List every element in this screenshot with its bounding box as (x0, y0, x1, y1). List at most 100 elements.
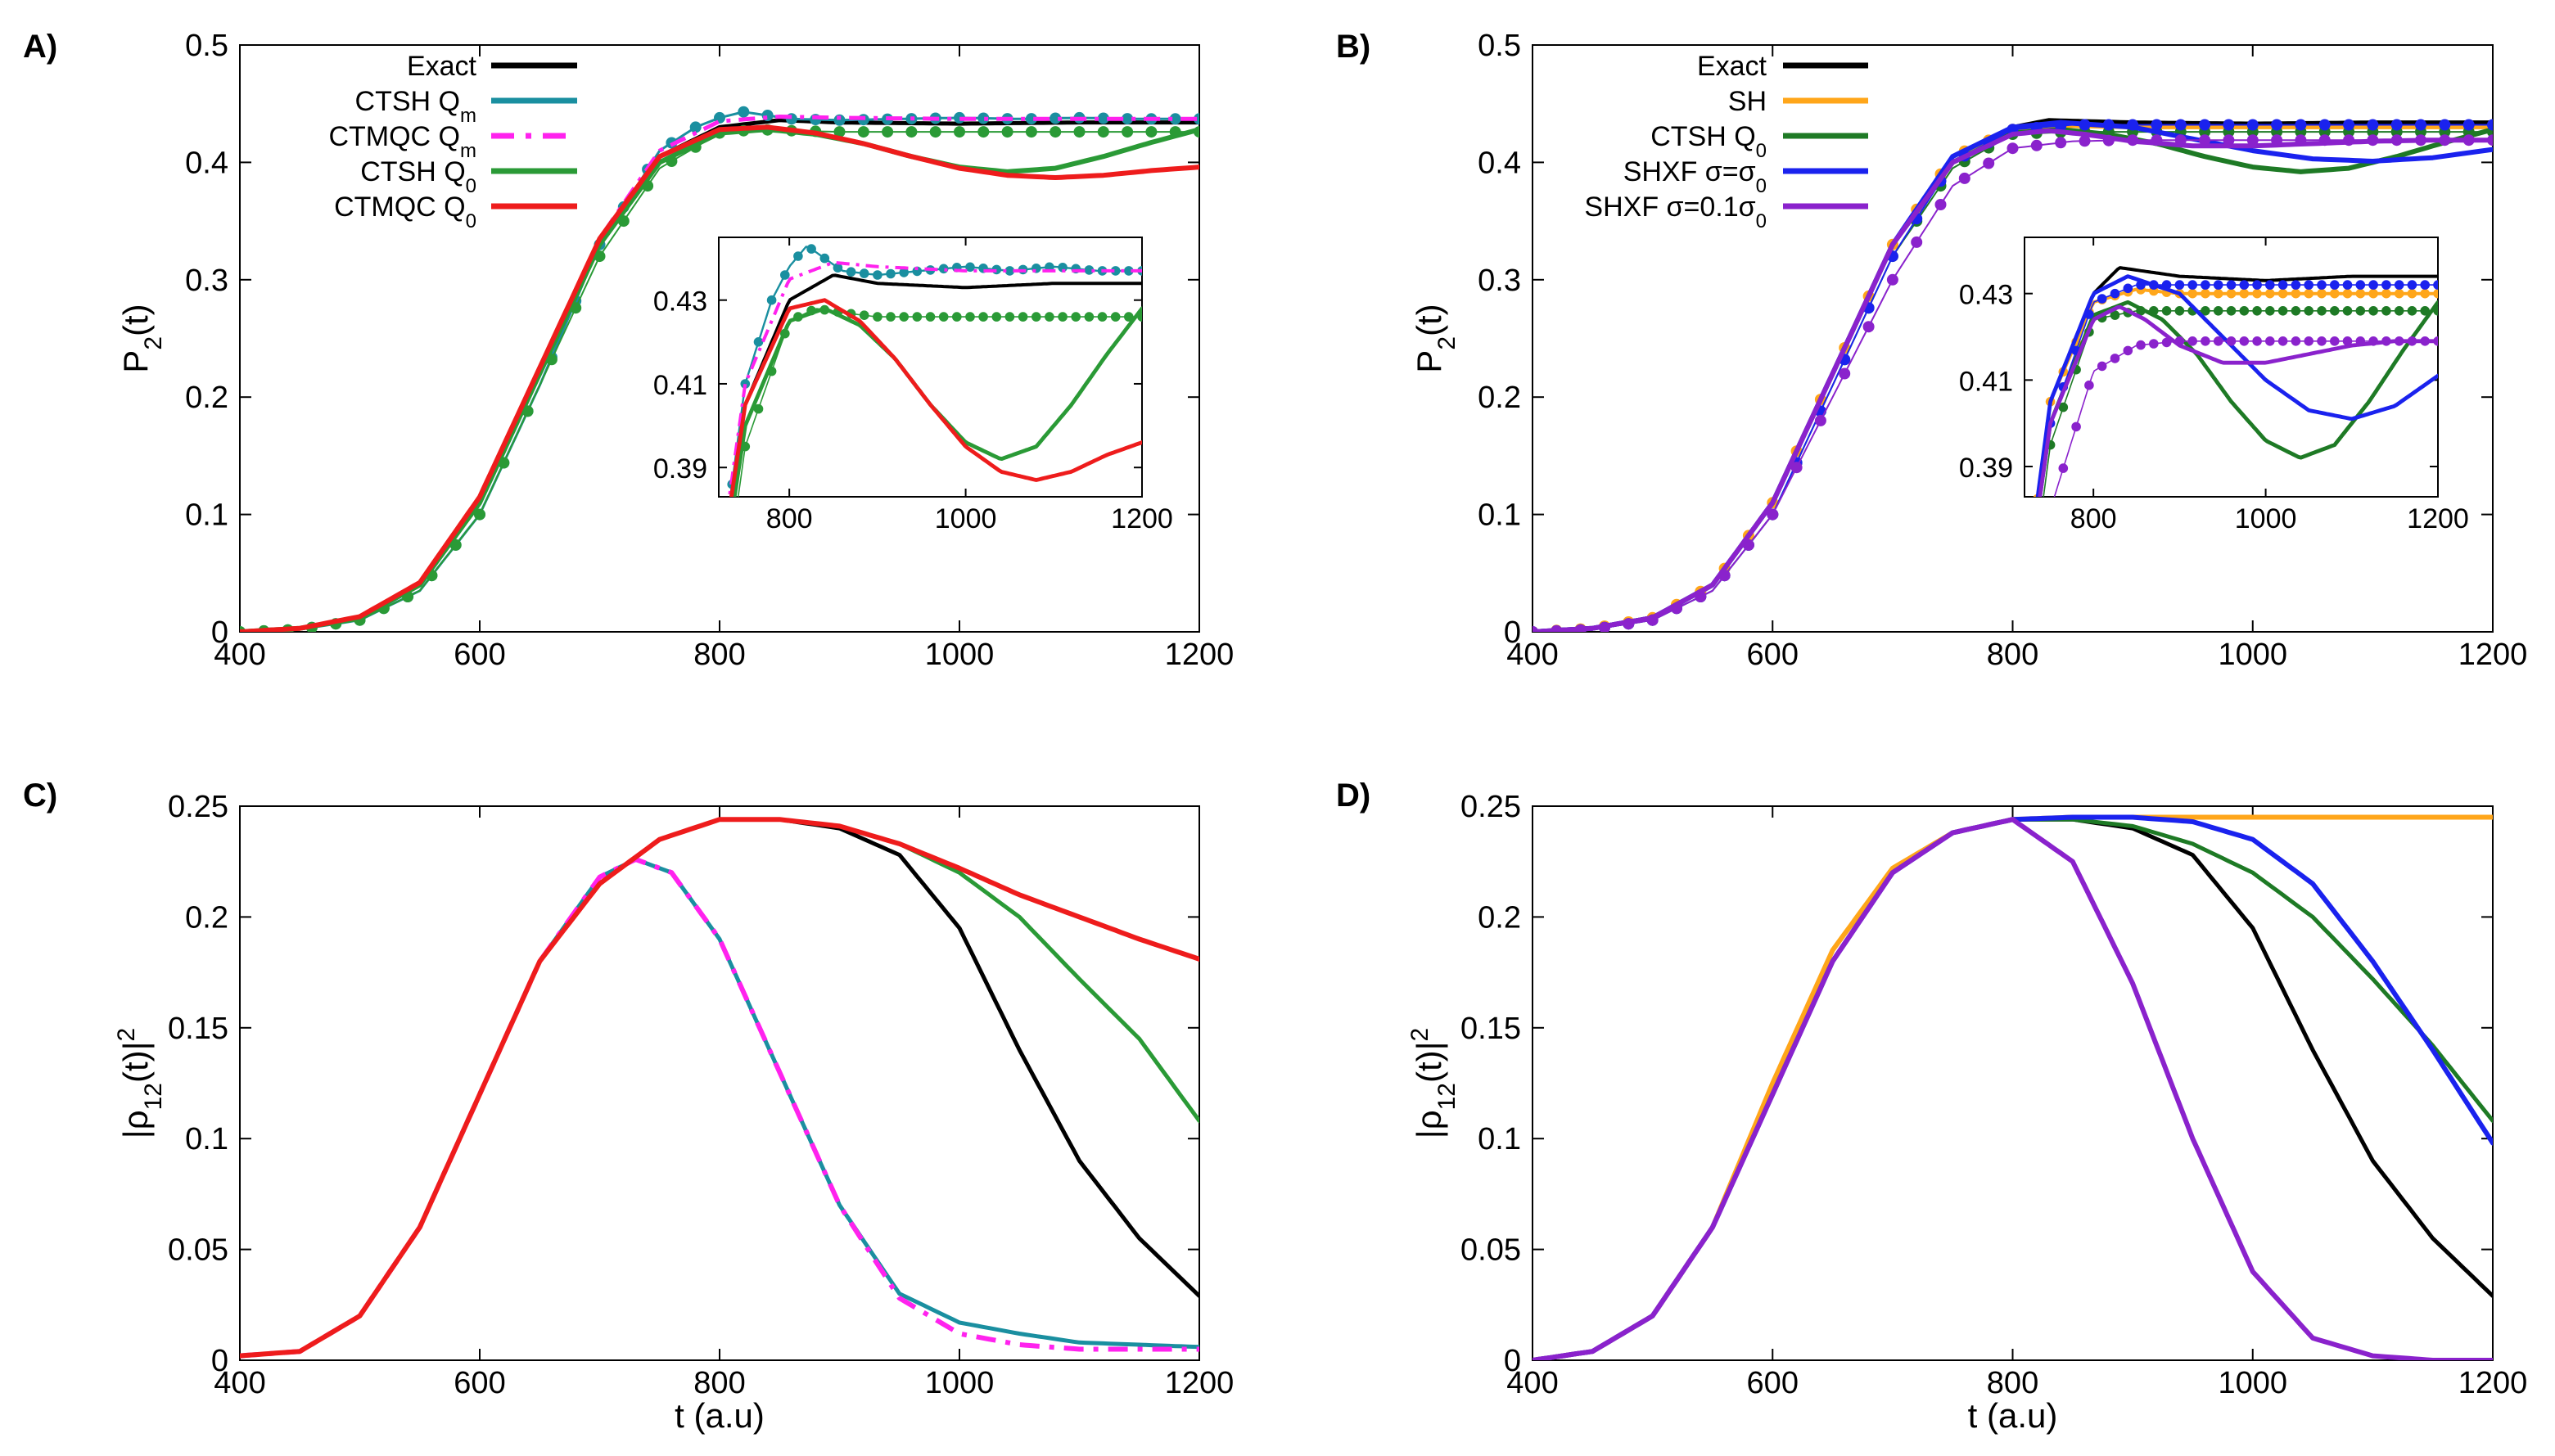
panel-a-ytick-label: 0.5 (185, 29, 228, 63)
panel-b-marker (2223, 134, 2235, 147)
panel-b-inset-marker (2213, 336, 2223, 346)
panel-a-inset-marker (912, 266, 923, 277)
panel-c-xtick-label: 400 (214, 1366, 265, 1400)
panel-a-marker (1025, 113, 1037, 125)
panel-b-inset-marker (2277, 280, 2288, 290)
panel-a-inset-series-group (727, 244, 1142, 497)
panel-b-inset-marker (2174, 306, 2185, 316)
panel-b-inset-marker (2084, 380, 2094, 390)
panel-b-inset-marker (2265, 280, 2275, 290)
panel-b-marker (1790, 462, 1803, 474)
panel-b-marker (2462, 119, 2475, 131)
panel-c-ytick-label: 0.15 (168, 1012, 228, 1046)
panel-d-ytick-label: 0.05 (1460, 1233, 1521, 1268)
panel-b-marker (1839, 367, 1851, 380)
panel-a-inset-marker (819, 253, 830, 264)
panel-a-legend-label: CTMQC Q0 (334, 192, 476, 232)
panel-b-marker (1934, 199, 1947, 210)
panel-b-inset-marker (2433, 280, 2438, 290)
panel-b-xtick-label: 1000 (2218, 638, 2287, 672)
panel-b-inset-marker (2110, 354, 2120, 363)
panel-a-inset-marker (766, 295, 777, 305)
panel-b-inset-marker (2097, 294, 2107, 304)
panel-a-marker (1025, 126, 1037, 138)
panel-c-line-ctmqc-qm (240, 857, 1199, 1359)
panel-b-inset-marker (2330, 306, 2340, 316)
panel-b-inset-marker (2433, 288, 2438, 299)
panel-a-marker (833, 126, 846, 138)
panel-c-ytick-label: 0.2 (185, 900, 228, 935)
panel-b-ytick-label: 0.4 (1478, 146, 1521, 180)
panel-a-inset-marker (740, 379, 751, 389)
panel-c-line-ctmqc-q0 (240, 817, 1199, 1359)
panel-b-marker (1886, 273, 1898, 286)
panel-a-line-ctmqc-q0 (240, 124, 1199, 632)
panel-b-inset-marker (2355, 306, 2366, 316)
panel-b-label: B) (1336, 29, 1370, 65)
panel-a-inset-marker (886, 268, 896, 279)
panel-a-inset-marker (753, 337, 764, 347)
panel-b-inset-marker (2368, 280, 2378, 290)
panel-b-inset-marker (2394, 306, 2404, 316)
panel-a-inset-marker (780, 270, 790, 280)
panel-b-inset-marker (2161, 306, 2172, 316)
panel-b-inset-marker (2330, 288, 2340, 299)
panel-b-inset-marker (2020, 713, 2029, 723)
panel-a-inset-ytick-label: 0.39 (653, 453, 707, 485)
panel-c-ylabel: |ρ12(t)|2 (113, 1028, 167, 1138)
panel-b-ytick-label: 0.2 (1478, 381, 1521, 415)
panel-b-marker (1814, 414, 1826, 426)
panel-b-inset-marker (2213, 306, 2223, 316)
panel-b-inset-marker (2123, 345, 2133, 356)
panel-a-inset-marker (1124, 312, 1134, 322)
panel-b-inset-marker (2291, 306, 2301, 316)
panel-b-inset-marker (2342, 288, 2353, 299)
panel-b-inset-marker (2407, 280, 2417, 290)
panel-d-ytick-label: 0.2 (1478, 900, 1521, 935)
panel-a-marker (1169, 113, 1181, 125)
panel-b-inset-marker (2381, 306, 2391, 316)
panel-a-marker (1122, 113, 1134, 125)
panel-c-xtick-label: 800 (693, 1366, 745, 1400)
panel-b-inset-marker (2291, 336, 2301, 346)
panel-b-inset-marker (2330, 336, 2340, 346)
panel-a-line-ctmqc-qm (240, 115, 1199, 632)
panel-b-inset-marker (2110, 310, 2120, 320)
panel-b-marker (2199, 119, 2211, 131)
panel-b-inset-marker (2174, 280, 2185, 290)
panel-b-inset-ytick-label: 0.39 (1959, 453, 2013, 484)
panel-b-inset-marker (2304, 336, 2313, 346)
panel-a-marker (474, 508, 485, 521)
panel-a-inset-marker (925, 312, 936, 322)
panel-b-inset-marker (2201, 336, 2210, 346)
panel-b-inset-marker (2304, 280, 2313, 290)
panel-a-xtick-label: 1000 (925, 638, 995, 672)
panel-a-inset-marker (1097, 312, 1108, 322)
panel-c-ytick-label: 0 (211, 1344, 228, 1378)
panel-b-inset-marker (2226, 306, 2237, 316)
panel-c: C) 400 600 800 1000 1200 0 0.05 0.1 0.15 0.2 0.25 |ρ… (23, 778, 1234, 1435)
panel-a-marker (1145, 126, 1158, 138)
panel-a-inset-ytick-label: 0.41 (653, 370, 707, 401)
panel-b-inset-marker (2187, 336, 2197, 346)
panel-a-ytick-label: 0 (211, 615, 228, 650)
panel-a-inset-marker (846, 267, 856, 277)
panel-b-marker (2390, 119, 2403, 131)
panel-a-inset-marker (952, 312, 962, 322)
panel-a-marker (857, 126, 869, 138)
panel-d-xtick-label: 800 (1987, 1366, 2038, 1400)
panel-a-inset-marker (886, 312, 896, 322)
panel-b-inset-line-ctsh-q0 (2038, 300, 2438, 497)
panel-b-inset-marker (2291, 288, 2301, 299)
panel-d-xtick-label: 600 (1747, 1366, 1799, 1400)
panel-c-xtick-label: 600 (454, 1366, 505, 1400)
panel-c-series-group (240, 817, 1199, 1359)
panel-a-inset-marker (753, 403, 764, 414)
panel-b-xtick-label: 1200 (2458, 638, 2528, 672)
panel-d-ytick-label: 0 (1504, 1344, 1521, 1378)
panel-a-xtick-label: 800 (693, 638, 745, 672)
panel-a-marker (1050, 112, 1062, 124)
panel-a-inset-marker (1110, 266, 1121, 276)
panel-c-xtick-label: 1200 (1165, 1366, 1235, 1400)
